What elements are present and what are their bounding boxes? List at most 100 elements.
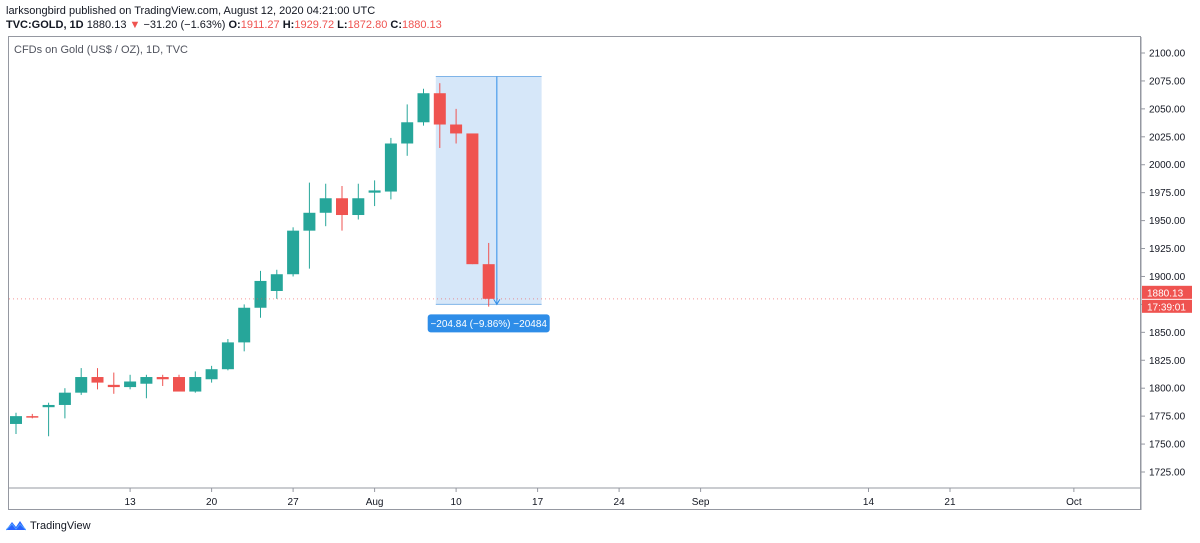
candle-body [401,122,414,144]
candle-body [221,342,234,370]
last-price: 1880.13 [86,19,127,31]
price-change: −31.20 (−1.63%) [143,19,226,31]
candle-body [482,264,495,299]
time-tick-label: Aug [366,497,384,508]
high-label: H: [282,19,295,31]
price-tick-label: 2050.00 [1149,104,1186,115]
candle [91,368,104,390]
candle [368,180,381,207]
candle-body [156,377,169,380]
candle [58,388,71,419]
price-tick-label: 1950.00 [1149,216,1186,227]
publish-text: larksongbird published on TradingView.co… [6,5,376,17]
publish-line: larksongbird published on TradingView.co… [6,4,375,18]
time-tick-label: 24 [614,497,626,508]
chart-title: CFDs on Gold (US$ / OZ), 1D, TVC [14,44,189,56]
candle-body [287,230,300,275]
price-tick-label: 1975.00 [1149,188,1186,199]
candle [26,413,39,419]
tradingview-logo-icon [6,521,26,531]
price-axis: 1725.00 1750.00 1775.00 1800.00 1825.00 1850.… [9,37,1192,510]
candle-body [91,377,104,383]
time-tick-label: Sep [692,497,710,508]
low-label: L: [337,19,348,31]
candle-body [26,416,39,418]
time-tick-label: 27 [288,497,300,508]
candle-body [124,381,137,388]
countdown-label: 17:39:01 [1147,302,1186,313]
candle [42,402,55,437]
countdown-badge [1142,299,1192,313]
candles [10,83,495,437]
candle [384,137,397,200]
candle-body [352,198,365,216]
candle-body [384,143,397,192]
candle-body [303,212,316,231]
candle [205,365,218,383]
price-tick-label: 1750.00 [1149,440,1186,451]
candle-body [75,377,88,393]
range-label-box [427,314,550,333]
price-tick-label: 2100.00 [1149,49,1186,60]
candle-body [466,133,479,265]
last-price-label: 1880.13 [1147,288,1184,299]
candle-body [10,416,22,424]
time-tick-label: 17 [532,497,544,508]
time-tick-label: 13 [125,497,137,508]
candle-body [42,404,55,408]
down-arrow-icon: ▼ [129,19,141,31]
candle [254,270,267,318]
candle [466,133,479,265]
price-tick-label: 1850.00 [1149,328,1186,339]
symbol-label: TVC:GOLD, 1D [6,19,84,31]
time-tick-label: 10 [451,497,463,508]
candle-body [107,384,120,388]
candle [124,374,137,390]
price-tick-label: 1925.00 [1149,244,1186,255]
candle [482,242,495,307]
candle [173,374,185,392]
price-tick-label: 1775.00 [1149,412,1186,423]
price-tick-label: 2000.00 [1149,160,1186,171]
ohlc-legend: TVC:GOLD, 1D 1880.13 ▼ −31.20 (−1.63%) O… [6,18,442,32]
candle [303,182,316,269]
time-axis: 13 20 27 Aug 10 17 24 Sep 14 21 Oct [9,487,1141,508]
candle [450,108,463,144]
last-price-badge [1142,285,1192,299]
candle-body [238,307,251,343]
price-tick-label: 1900.00 [1149,272,1186,283]
candle-body [140,377,153,384]
price-tick-label: 2075.00 [1149,76,1186,87]
candle [319,183,332,227]
candle-body [254,280,267,308]
high-value: 1929.72 [294,19,335,31]
candle-body [58,392,71,405]
price-tick-label: 1825.00 [1149,356,1186,367]
close-label: C: [390,19,402,31]
price-tick-label: 1800.00 [1149,384,1186,395]
candle-body [433,93,446,125]
low-value: 1872.80 [347,19,388,31]
candle [189,371,202,393]
candle [352,183,365,220]
candle [238,304,251,352]
candle [336,185,348,231]
range-label: −204.84 (−9.86%) −20484 [430,319,547,330]
candle [417,88,430,126]
time-tick-label: 21 [944,497,956,508]
time-tick-label: 14 [863,497,875,508]
footer: TradingView [6,520,91,532]
candle [221,339,234,371]
price-tick-label: 1725.00 [1149,468,1186,479]
candle [270,269,283,299]
open-value: 1911.27 [240,19,280,31]
candle [433,83,446,148]
candle [107,372,120,394]
price-tick-label: 2025.00 [1149,132,1186,143]
close-value: 1880.13 [402,19,442,31]
candle [287,227,300,277]
candle [10,412,22,435]
candle-body [417,93,430,123]
candle-body [189,377,202,392]
